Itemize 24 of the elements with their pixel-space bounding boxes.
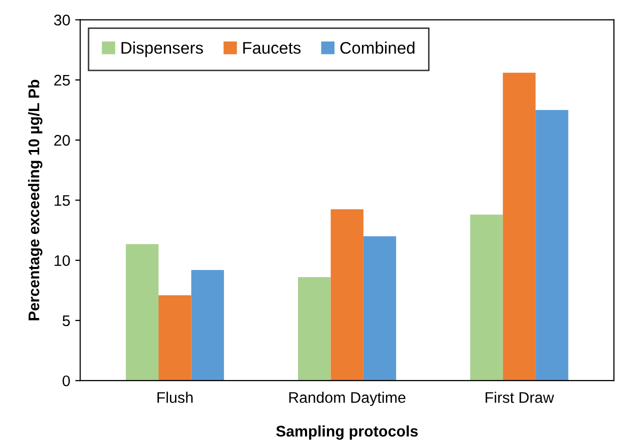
y-tick-label: 5 <box>62 315 70 326</box>
bar <box>298 277 331 381</box>
x-tick-label: Flush <box>157 392 193 403</box>
bar <box>158 295 192 381</box>
y-tick-label: 20 <box>54 134 70 146</box>
legend-label: Combined <box>340 42 414 54</box>
y-tick-label: 25 <box>54 74 70 86</box>
x-tick-label: Random Daytime <box>289 392 406 406</box>
y-tick-label: 0 <box>62 375 70 386</box>
bar <box>363 236 396 381</box>
y-tick-label: 30 <box>54 14 70 26</box>
legend-label: Dispensers <box>122 42 203 58</box>
legend-label: Faucets <box>243 42 301 54</box>
bar <box>126 244 159 381</box>
bar <box>536 110 568 381</box>
x-axis-title: Sampling protocols <box>276 425 418 440</box>
y-tick-label: 15 <box>54 195 70 206</box>
bar <box>502 72 536 381</box>
y-axis-title: Percentage exceeding 10 µg/L Pb <box>28 80 42 320</box>
x-tick-label: First Draw <box>486 392 554 403</box>
bar <box>470 214 503 381</box>
bar <box>330 209 364 381</box>
bar <box>191 270 224 381</box>
y-tick-label: 10 <box>54 255 70 266</box>
